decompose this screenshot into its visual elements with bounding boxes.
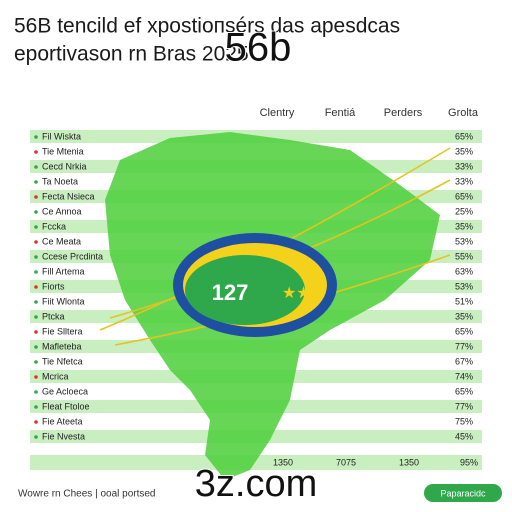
row-value: 33% [455, 161, 473, 171]
domain: 3z.com [195, 463, 317, 505]
row-dot [34, 330, 38, 334]
row-value: 67% [455, 356, 473, 366]
row-value: 77% [455, 341, 473, 351]
column-header: Grolta [448, 107, 479, 119]
row-label: Tie Nfetca [42, 356, 83, 366]
row-dot [34, 435, 38, 439]
row-dot [34, 165, 38, 169]
row-dot [34, 300, 38, 304]
row-dot [34, 180, 38, 184]
row-label: Fie Ateeta [42, 416, 83, 426]
row-value: 55% [455, 251, 473, 261]
row-label: Ce Annoa [42, 206, 82, 216]
row-value: 53% [455, 281, 473, 291]
row-value: 53% [455, 236, 473, 246]
column-header: Perders [384, 107, 423, 119]
total: 7075 [336, 457, 356, 467]
row-value: 35% [455, 221, 473, 231]
row-dot [34, 270, 38, 274]
button-label[interactable]: Paparacidc [440, 488, 486, 498]
row-value: 25% [455, 206, 473, 216]
row-value: 51% [455, 296, 473, 306]
button[interactable] [424, 484, 502, 502]
row-label: Mafleteba [42, 341, 82, 351]
row-dot [34, 240, 38, 244]
table: Clentry Fentiá Perders Grolta Fil Wiskta 65% T… [34, 107, 479, 467]
total: 1350 [399, 457, 419, 467]
row-label: Fil Wiskta [42, 131, 81, 141]
row-dot [34, 255, 38, 259]
row-label: Cecd Nrkia [42, 161, 87, 171]
row-label: Fill Artema [42, 266, 85, 276]
row-dot [34, 360, 38, 364]
row-label: Ce Meata [42, 236, 81, 246]
row-label: Fie Slltera [42, 326, 83, 336]
row-dot [34, 405, 38, 409]
overlay: 56b [225, 26, 292, 70]
row-dot [34, 420, 38, 424]
row-label: Mcrica [42, 371, 69, 381]
totals-stripe [30, 455, 482, 470]
row-label: Fie Nvesta [42, 431, 85, 441]
row-label: Fccka [42, 221, 66, 231]
row-dot [34, 195, 38, 199]
row-label: Tie Mtenia [42, 146, 84, 156]
row-value: 33% [455, 176, 473, 186]
row-label: Fiorts [42, 281, 65, 291]
row-value: 65% [455, 326, 473, 336]
row-value: 65% [455, 191, 473, 201]
footer-text: Wowre rn Chees | ooal portsed [18, 489, 155, 500]
title: 56B tencild ef xpostiопsérs das apesdcas [14, 15, 400, 38]
row-dot [34, 315, 38, 319]
stars: ★★ [282, 285, 311, 302]
row-label: Fleat Ftoloe [42, 401, 90, 411]
row-dot [34, 345, 38, 349]
row-dot [34, 225, 38, 229]
row-dot [34, 375, 38, 379]
row-dot [34, 210, 38, 214]
row-value: 65% [455, 386, 473, 396]
row-dot [34, 150, 38, 154]
title: eportivason rn Bras 2025 [14, 43, 249, 66]
row-value: 45% [455, 431, 473, 441]
row-dot [34, 390, 38, 394]
row-label: Ptcka [42, 311, 65, 321]
row-value: 35% [455, 311, 473, 321]
column-header: Clentry [260, 107, 295, 119]
emblem: 127 ★★ [173, 233, 337, 337]
total: 1350 [273, 457, 293, 467]
row-dot [34, 135, 38, 139]
row-value: 35% [455, 146, 473, 156]
row-value: 75% [455, 416, 473, 426]
row-value: 63% [455, 266, 473, 276]
row-value: 74% [455, 371, 473, 381]
badge: 127 [212, 280, 249, 305]
row-label: Ccese Prcdinta [42, 251, 103, 261]
row-label: Fecta Nsieca [42, 191, 95, 201]
row-value: 65% [455, 131, 473, 141]
row-label: Fiit Wlonta [42, 296, 85, 306]
row-label: Ge Acloeca [42, 386, 88, 396]
row-label: Ta Noeta [42, 176, 78, 186]
total: 95% [460, 457, 478, 467]
row-dot [34, 285, 38, 289]
row-value: 77% [455, 401, 473, 411]
column-header: Fentiá [325, 107, 356, 119]
